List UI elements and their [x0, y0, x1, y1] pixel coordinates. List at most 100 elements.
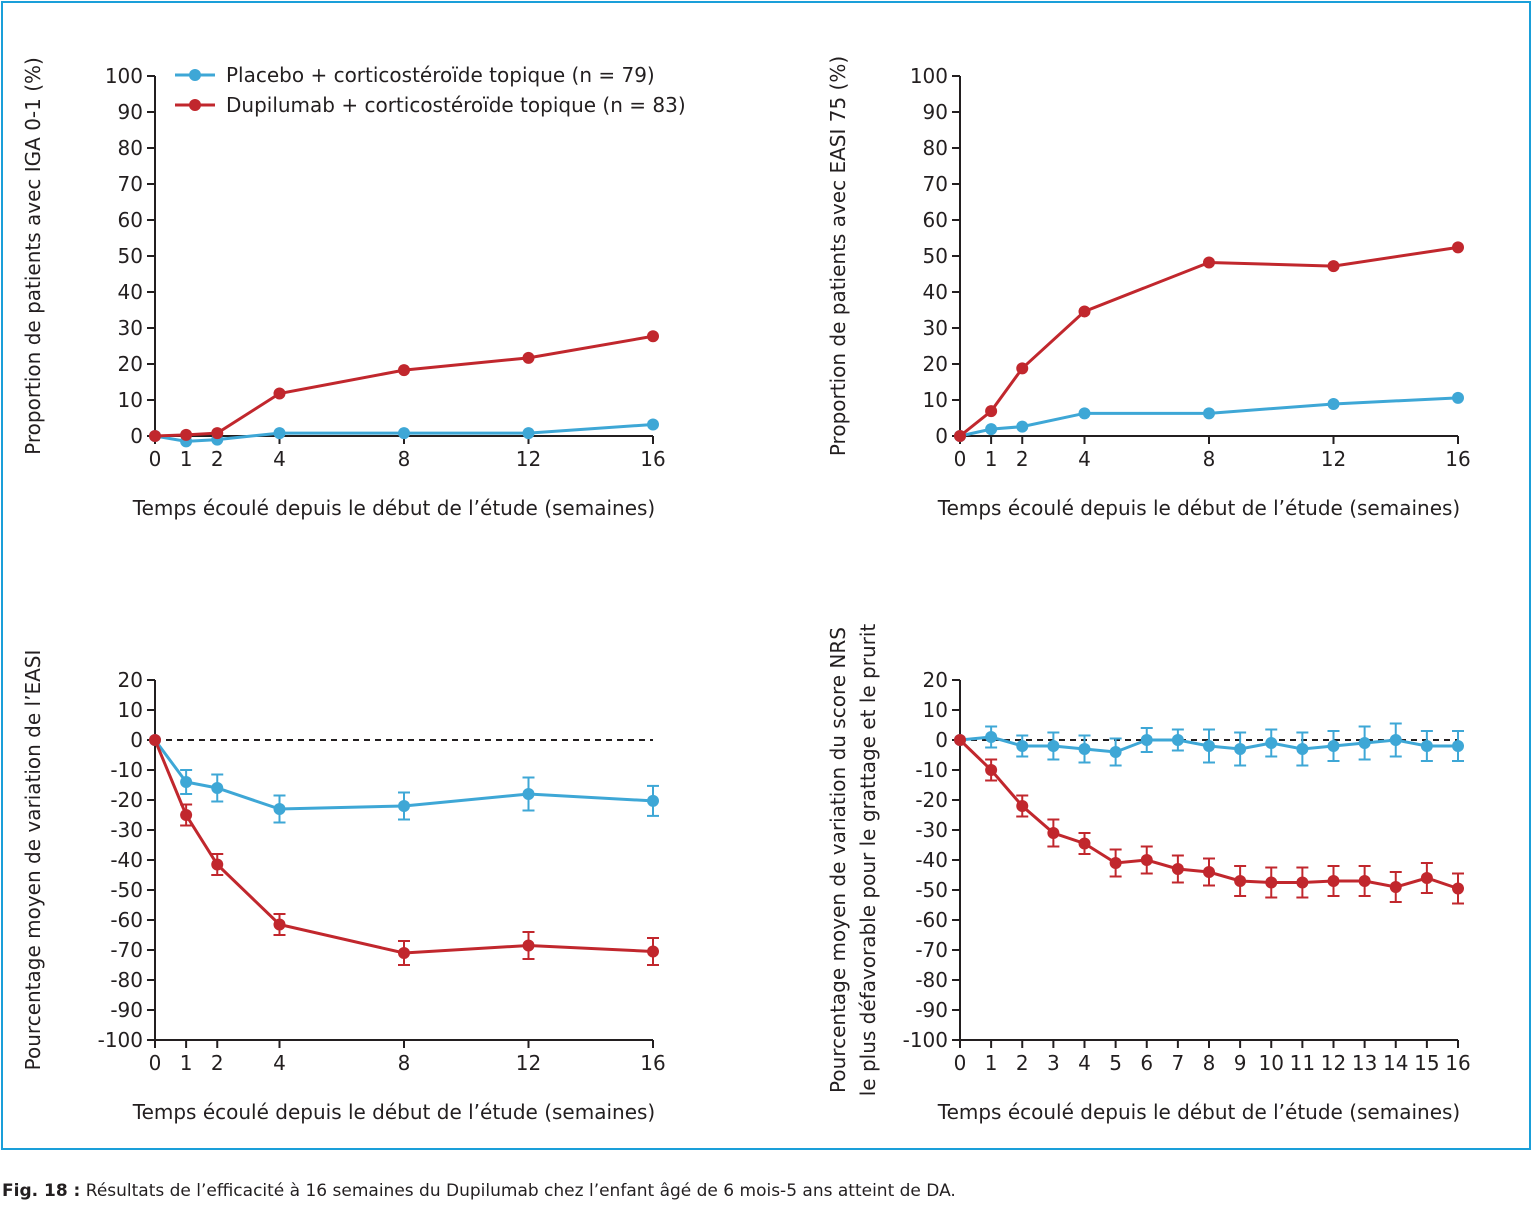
- y-axis-label: Proportion de patients avec EASI 75 (%): [826, 56, 850, 456]
- y-tick-label: 90: [118, 100, 143, 124]
- y-tick-label: -100: [903, 1028, 948, 1052]
- data-point: [398, 947, 410, 959]
- data-point: [1452, 391, 1464, 404]
- y-tick-label: -30: [915, 818, 948, 842]
- y-tick-label: 10: [923, 698, 948, 722]
- y-tick-label: 20: [118, 668, 143, 692]
- x-tick-label: 7: [1172, 1051, 1185, 1075]
- x-tick-label: 9: [1234, 1051, 1247, 1075]
- x-tick-label: 2: [211, 1051, 224, 1075]
- figure-frame: [1, 1, 1531, 1150]
- data-point: [1452, 241, 1464, 254]
- x-tick-label: 1: [180, 1051, 193, 1075]
- data-point: [1203, 407, 1215, 420]
- caption-label: Fig. 18 :: [2, 1181, 81, 1201]
- y-tick-label: 80: [118, 136, 143, 160]
- y-tick-label: -50: [110, 878, 143, 902]
- x-tick-label: 16: [1445, 1051, 1470, 1075]
- data-point: [1140, 854, 1153, 866]
- y-tick-label: -20: [110, 788, 143, 812]
- y-tick-label: 50: [923, 244, 948, 268]
- series-dupilumab: [149, 734, 659, 966]
- x-tick-label: 12: [516, 447, 541, 471]
- data-point: [1296, 876, 1309, 889]
- y-tick-label: -60: [110, 908, 143, 932]
- data-point: [1265, 876, 1278, 889]
- y-axis-label: Proportion de patients avec IGA 0-1 (%): [21, 57, 45, 455]
- data-point: [211, 782, 224, 794]
- data-point: [273, 918, 286, 931]
- x-tick-label: 15: [1414, 1051, 1439, 1075]
- data-point: [1078, 305, 1091, 318]
- y-tick-label: 60: [118, 208, 143, 232]
- x-tick-label: 16: [640, 447, 665, 471]
- data-point: [180, 809, 193, 821]
- x-tick-label: 3: [1047, 1051, 1060, 1075]
- data-point: [273, 803, 286, 815]
- data-point: [1234, 743, 1247, 755]
- data-point: [1016, 420, 1029, 433]
- x-tick-label: 11: [1290, 1051, 1315, 1075]
- data-point: [398, 800, 410, 812]
- y-tick-label: -80: [110, 968, 143, 992]
- y-tick-label: -40: [110, 848, 143, 872]
- y-tick-label: -20: [915, 788, 948, 812]
- data-point: [1016, 800, 1029, 812]
- y-tick-label: -60: [915, 908, 948, 932]
- y-tick-label: -90: [915, 998, 948, 1022]
- data-point: [1109, 857, 1122, 869]
- x-tick-label: 2: [211, 447, 224, 471]
- y-tick-label: 70: [118, 172, 143, 196]
- y-axis-label: Pourcentage moyen de variation de l’EASI: [21, 650, 45, 1071]
- data-point: [1140, 734, 1153, 746]
- data-point: [1171, 863, 1184, 875]
- x-tick-label: 16: [1445, 447, 1470, 471]
- data-point: [1047, 740, 1060, 752]
- x-tick-label: 14: [1383, 1051, 1408, 1075]
- data-point: [180, 776, 193, 788]
- x-axis-label: Temps écoulé depuis le début de l’étude …: [132, 496, 655, 520]
- x-tick-label: 2: [1016, 1051, 1029, 1075]
- data-point: [522, 788, 535, 800]
- data-point: [211, 427, 224, 440]
- series-placebo: [954, 722, 1464, 767]
- legend-marker: [189, 69, 201, 81]
- y-axis-label: Pourcentage moyen de variation du score …: [826, 627, 850, 1093]
- y-tick-label: -50: [915, 878, 948, 902]
- x-tick-label: 8: [398, 447, 411, 471]
- data-point: [398, 427, 410, 440]
- data-point: [522, 939, 535, 952]
- data-point: [985, 764, 998, 776]
- data-point: [149, 430, 161, 442]
- data-point: [211, 858, 224, 871]
- data-point: [1203, 740, 1215, 752]
- data-point: [647, 945, 659, 958]
- y-tick-label: 30: [118, 316, 143, 340]
- y-tick-label: -70: [110, 938, 143, 962]
- data-point: [1171, 734, 1184, 746]
- y-tick-label: -100: [98, 1028, 143, 1052]
- x-tick-label: 8: [1203, 447, 1216, 471]
- y-tick-label: 0: [935, 424, 948, 448]
- x-tick-label: 5: [1109, 1051, 1122, 1075]
- data-point: [1327, 740, 1340, 752]
- x-tick-label: 16: [640, 1051, 665, 1075]
- data-point: [1420, 872, 1433, 884]
- data-point: [398, 364, 410, 377]
- y-tick-label: 60: [923, 208, 948, 232]
- y-tick-label: 10: [118, 388, 143, 412]
- legend-marker: [189, 99, 201, 111]
- x-tick-label: 12: [516, 1051, 541, 1075]
- data-point: [522, 427, 535, 440]
- x-tick-label: 4: [273, 1051, 286, 1075]
- x-tick-label: 13: [1352, 1051, 1377, 1075]
- y-tick-label: 80: [923, 136, 948, 160]
- data-point: [1327, 875, 1340, 887]
- x-tick-label: 12: [1321, 447, 1346, 471]
- y-tick-label: 20: [923, 352, 948, 376]
- series-dupilumab: [149, 330, 659, 442]
